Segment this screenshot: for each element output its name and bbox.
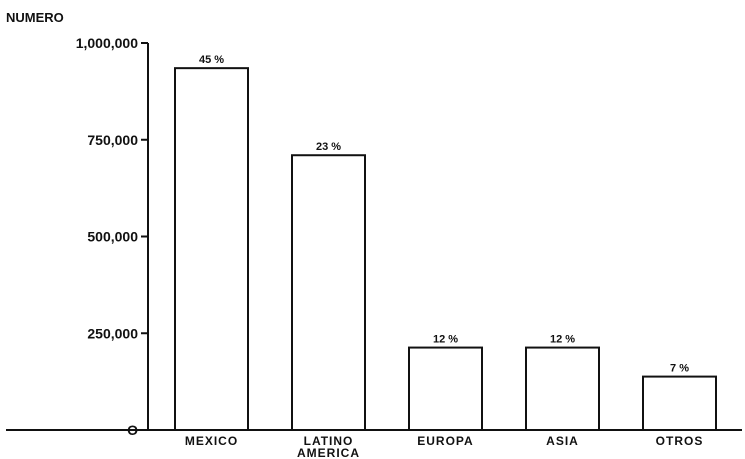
x-tick-label: EUROPA	[417, 434, 473, 448]
y-tick-label: 1,000,000	[76, 35, 138, 51]
bar	[408, 346, 483, 431]
y-axis-title: NUMERO	[6, 10, 64, 25]
y-tick-label: 250,000	[87, 325, 138, 341]
data-label: 12 %	[433, 334, 458, 346]
y-tick-label: 750,000	[87, 132, 138, 148]
bar	[174, 67, 249, 431]
x-tick-label: LATINO	[304, 434, 354, 448]
x-tick-label: OTROS	[656, 434, 704, 448]
bars	[174, 67, 717, 431]
data-label: 23 %	[316, 141, 341, 153]
x-tick-label: MEXICO	[185, 434, 238, 448]
x-tick-label-line2: AMERICA	[297, 446, 360, 459]
y-tick-label: O	[127, 422, 138, 438]
x-tick-label: ASIA	[546, 434, 579, 448]
data-labels: 45 % 23 % 12 % 12 % 7 %	[199, 54, 689, 374]
y-axis: O 250,000 500,000 750,000 1,000,000	[6, 35, 742, 438]
bar	[642, 375, 717, 431]
data-label: 12 %	[550, 334, 575, 346]
bar	[291, 154, 366, 431]
data-label: 7 %	[670, 363, 689, 375]
bar	[525, 346, 600, 431]
y-tick-label: 500,000	[87, 229, 138, 245]
data-label: 45 %	[199, 54, 224, 66]
